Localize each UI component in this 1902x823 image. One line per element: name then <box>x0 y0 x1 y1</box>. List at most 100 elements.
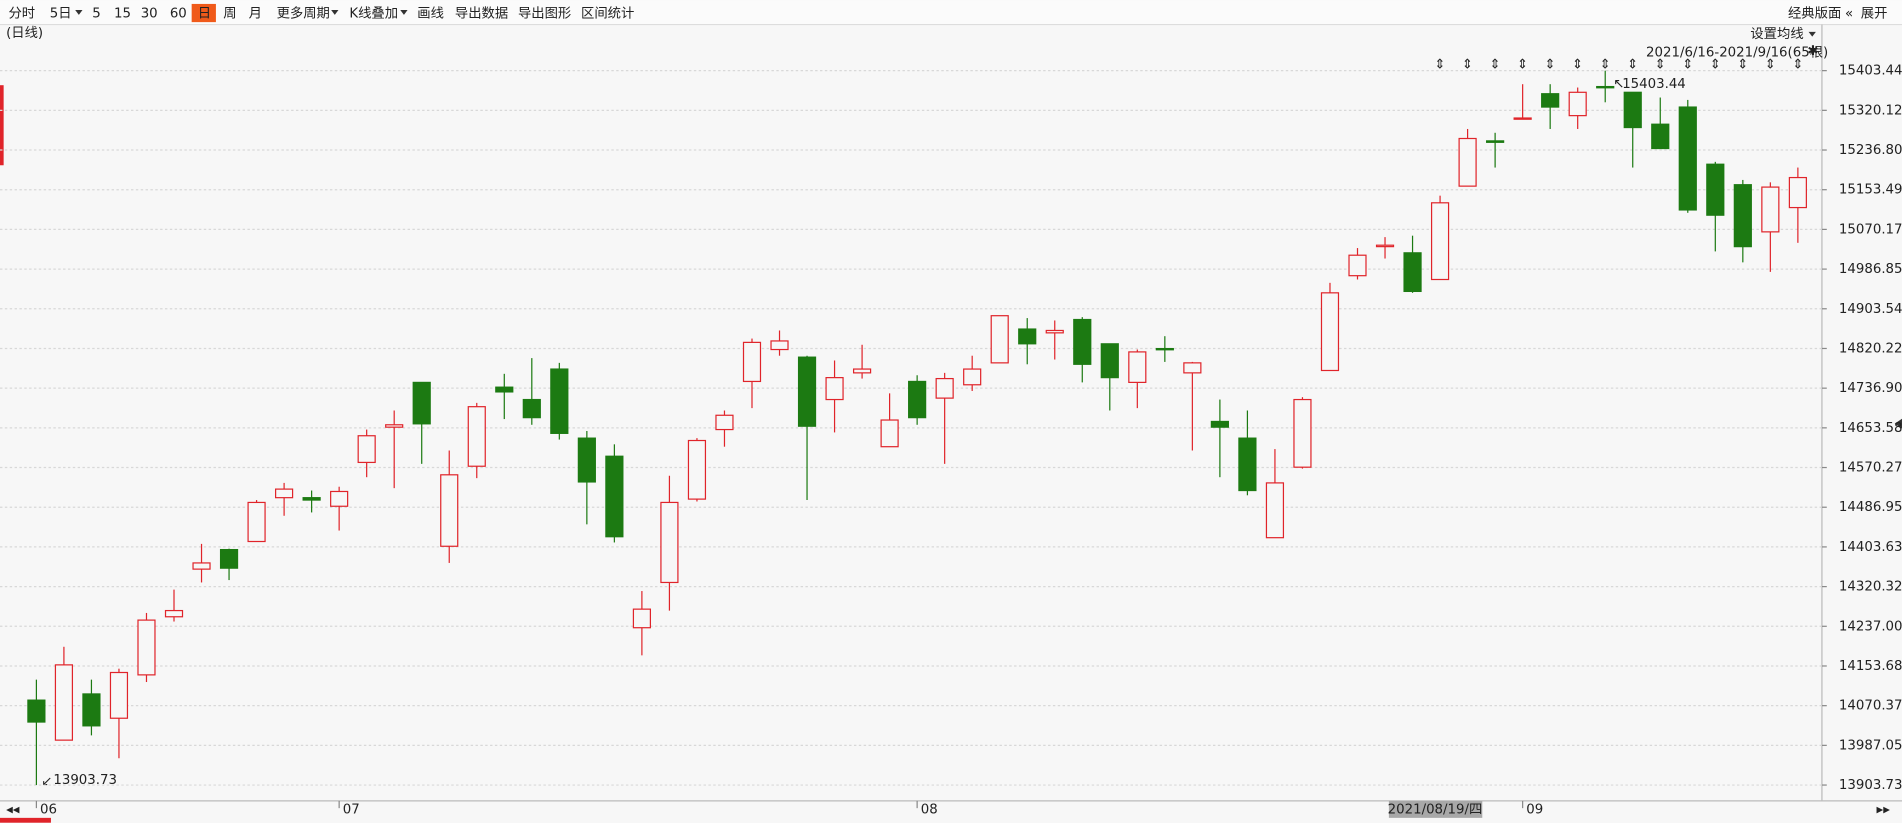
candle-body <box>54 664 74 741</box>
candle-body <box>27 699 46 723</box>
candle-body <box>1651 123 1670 150</box>
x-tick-label: 09 <box>1526 802 1543 817</box>
y-tick-label: 14820.22 <box>1839 341 1902 356</box>
candle-body <box>1155 347 1174 351</box>
ma-setting[interactable]: 设置均线 <box>1750 26 1803 42</box>
candle-body <box>1678 106 1697 211</box>
candle-body <box>1265 482 1285 539</box>
candle-body <box>1486 140 1505 143</box>
toolbar-item[interactable]: 区间统计 <box>581 6 634 22</box>
candle-body <box>1100 343 1119 379</box>
candle-body <box>1458 137 1477 187</box>
candle-body <box>660 501 679 584</box>
y-tick-label: 14320.32 <box>1839 580 1902 595</box>
candle-body <box>467 406 486 467</box>
candle-body <box>1073 318 1092 365</box>
candle-body <box>1541 93 1560 108</box>
y-tick-label: 14237.00 <box>1839 619 1902 634</box>
candle-body <box>1788 176 1807 209</box>
toolbar-right[interactable]: 经典版面 <box>1788 6 1841 22</box>
marker-icon: ⇕ <box>1489 58 1500 73</box>
candle-body <box>1210 420 1229 428</box>
tab-active <box>191 3 216 23</box>
dropdown-arrow <box>75 9 83 15</box>
marker-icon: ⇕ <box>1517 58 1528 73</box>
toolbar-item[interactable]: 30 <box>141 7 158 22</box>
candle-body <box>963 368 982 386</box>
candle-body <box>1706 163 1725 216</box>
marker-icon: ⇕ <box>1462 58 1473 73</box>
toolbar-item[interactable]: 日 <box>198 7 211 22</box>
toolbar-item[interactable]: 月 <box>249 7 262 22</box>
y-tick-label: 14403.63 <box>1839 540 1902 555</box>
y-tick-label: 14653.58 <box>1839 421 1902 436</box>
dropdown-arrow <box>400 9 408 15</box>
marker-icon: ⇕ <box>1655 58 1666 73</box>
toolbar-right[interactable]: 展开 <box>1861 7 1888 22</box>
period-label: (日线) <box>6 25 43 41</box>
crosshair-box <box>1388 800 1483 818</box>
toolbar <box>0 0 1902 25</box>
candle-body <box>1430 202 1450 281</box>
marker-icon: ⇕ <box>1682 58 1693 73</box>
candle-body <box>1513 117 1532 120</box>
toolbar-item[interactable]: 更多周期 <box>277 5 330 22</box>
y-tick-label: 14903.54 <box>1839 302 1902 317</box>
scroll-right[interactable]: ▸▸ <box>1877 802 1891 817</box>
candle-body <box>1183 362 1202 374</box>
collapse-icon[interactable]: « <box>1845 7 1853 22</box>
scroll-left[interactable]: ◂◂ <box>6 802 20 817</box>
range-label: 2021/6/16-2021/9/16(65根) <box>1646 44 1828 60</box>
candle-body <box>1596 85 1615 89</box>
candle-body <box>109 671 129 719</box>
toolbar-item[interactable]: K线叠加 <box>349 6 398 22</box>
candle-body <box>1128 351 1147 384</box>
marker-icon: ⇕ <box>1765 58 1776 73</box>
toolbar-item[interactable]: 导出数据 <box>455 6 508 22</box>
x-tick-label: 07 <box>343 802 360 817</box>
toolbar-item[interactable]: 5日 <box>50 7 72 22</box>
candle-body <box>495 386 514 393</box>
toolbar-item[interactable]: 分时 <box>8 6 35 22</box>
y-tick-label: 15153.49 <box>1839 183 1902 198</box>
candle-body <box>247 501 266 543</box>
toolbar-item[interactable]: 画线 <box>417 6 444 22</box>
candle-body <box>219 548 239 569</box>
candle-body <box>1568 91 1587 117</box>
marker-icon: ⇕ <box>1792 58 1803 73</box>
y-tick-label: 15070.17 <box>1839 222 1902 237</box>
marker-icon: ⇕ <box>1737 58 1748 73</box>
x-tick-label: 06 <box>40 802 57 817</box>
candle-body <box>687 439 707 500</box>
candle-body <box>1348 254 1367 277</box>
candle-body <box>1293 398 1312 468</box>
toolbar-item[interactable]: 导出图形 <box>518 6 571 22</box>
candle-body <box>1045 329 1064 334</box>
candle-body <box>990 315 1009 364</box>
candle-body <box>852 368 872 374</box>
y-tick-label: 14070.37 <box>1839 699 1902 714</box>
candle-body <box>1018 328 1037 345</box>
candle-body <box>935 377 954 399</box>
candle-body <box>275 488 294 499</box>
candle-body <box>522 398 541 419</box>
candle-body <box>412 381 431 425</box>
toolbar-item[interactable]: 60 <box>170 7 187 22</box>
candle-body <box>605 455 624 538</box>
y-tick-label: 14153.68 <box>1839 659 1902 674</box>
toolbar-item[interactable]: 15 <box>114 7 131 22</box>
candle-body <box>550 368 569 434</box>
candle-body <box>302 497 321 501</box>
candle-body <box>1623 91 1642 129</box>
marker-icon: ⇕ <box>1544 58 1555 73</box>
toolbar-item[interactable]: 周 <box>223 7 236 22</box>
pin-icon[interactable]: ✱ <box>1807 44 1818 59</box>
candle-body <box>770 340 789 351</box>
marker-icon: ⇕ <box>1627 58 1638 73</box>
candle-body <box>880 419 899 448</box>
candle-body <box>1761 186 1780 233</box>
y-tick-label: 14486.95 <box>1839 500 1902 515</box>
toolbar-item[interactable]: 5 <box>92 7 100 22</box>
